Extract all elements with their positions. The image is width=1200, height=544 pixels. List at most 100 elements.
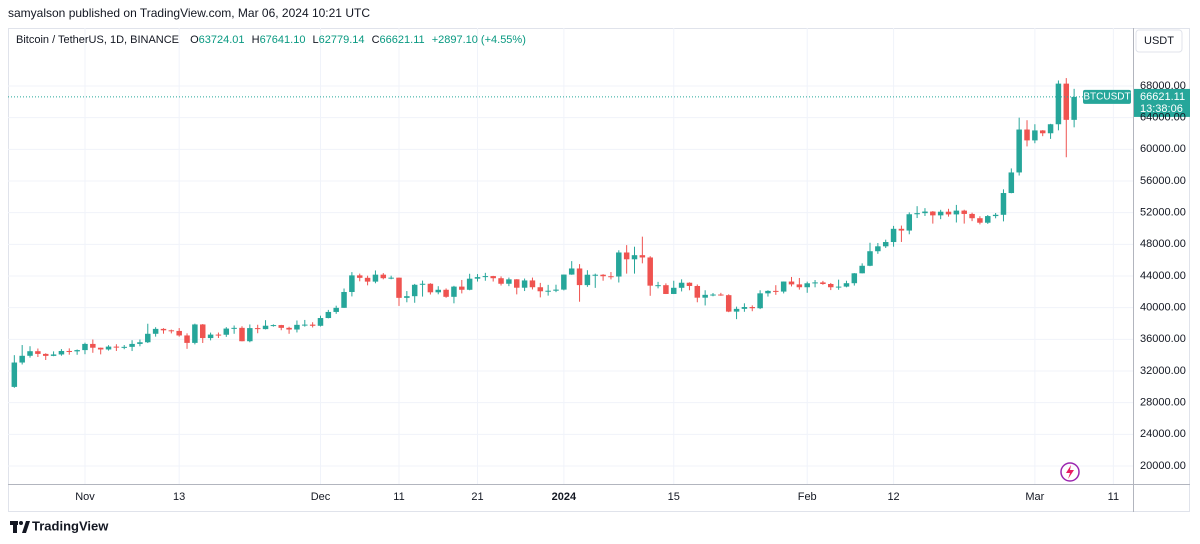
candle-body [749,307,756,309]
candle-body [875,246,881,252]
candle-body [576,268,583,286]
x-tick-label: 21 [471,491,483,503]
candle-body [600,274,606,277]
candle-body [828,283,834,288]
candle-body [859,265,865,274]
candle-body [262,325,269,330]
candle-body [1008,172,1015,194]
logo-part [19,521,23,525]
logo-part [13,521,17,533]
candle-body [435,289,441,293]
candle-body [380,274,387,279]
alert-bolt [1066,465,1074,479]
legend-h-label: H [252,34,260,46]
candle-body [922,211,928,214]
y-tick-label: 28000.00 [1140,397,1186,409]
candle-body [239,327,245,342]
candle-body [545,290,551,292]
legend-high: 67641.10 [260,34,306,46]
candle-body [341,291,347,308]
candle-body [58,350,65,355]
legend: Bitcoin / TetherUS, 1D, BINANCE O63724.0… [16,34,526,46]
candle-body [490,276,496,279]
candle-body [27,351,33,356]
candle-body [42,353,49,356]
candle-body [702,294,708,298]
candle-body [882,242,889,247]
candle-body [223,328,230,335]
candle-body [82,343,88,351]
price-tag-countdown: 13:38:06 [1140,103,1183,115]
y-tick-label: 32000.00 [1140,365,1186,377]
candle-body [647,257,653,286]
candle-body [914,213,920,215]
candle-body [356,275,363,278]
currency-label[interactable]: USDT [1144,35,1174,47]
candle-body [553,289,559,291]
candle-body [254,328,261,330]
candle-body [66,350,73,352]
candle-body [427,283,434,293]
candle-body [270,325,277,327]
candle-body [804,283,810,288]
x-tick-label: 11 [393,491,404,503]
candle-body [113,346,120,348]
candle-body [937,211,944,216]
y-tick-label: 24000.00 [1140,428,1186,440]
candle-body [90,343,96,348]
candle-body [1016,129,1022,173]
y-tick-label: 56000.00 [1140,175,1186,187]
candle-body [812,282,818,284]
candle-body [945,211,952,215]
alert-icon[interactable] [1060,462,1080,482]
candle-body [459,286,465,290]
grid [8,28,1133,484]
candle-body [231,327,237,329]
symbol-tag: BTCUSDT [1083,92,1130,103]
price-tag-value: 66621.11 [1140,91,1185,103]
candle-body [930,211,936,216]
candle-body [796,284,803,288]
candle-body [152,328,159,334]
candle-body [992,214,999,217]
candle-body [773,290,779,292]
candle-body [192,324,198,343]
candle-body [184,335,190,343]
candle-body [333,307,339,312]
y-tick-label: 60000.00 [1140,143,1186,155]
candle-body [215,334,222,336]
symbol-tag-bg [1083,89,1131,104]
x-tick-label: 11 [1108,491,1119,503]
x-tick-label: 12 [887,491,899,503]
candle-body [482,276,489,278]
candle-body [443,289,449,297]
candle-body [623,252,630,260]
candle-body [176,330,182,336]
x-tick-label: Dec [311,491,331,503]
candle-body [639,255,646,258]
legend-symbol: Bitcoin / TetherUS, 1D, BINANCE [16,34,179,46]
x-tick-label: 13 [173,491,185,503]
candle-body [529,280,536,288]
currency-button[interactable] [1135,29,1183,53]
candle-body [35,351,41,354]
candle-body [309,324,316,326]
candle-body [498,278,504,284]
candle-body [608,276,614,278]
candle-body [160,328,167,331]
candle-body [671,287,677,294]
candle-body [969,213,975,219]
candle-body [977,218,983,223]
candle-body [733,308,740,312]
x-tick-label: 2024 [552,491,577,503]
candle-body [19,355,25,363]
candle-body [592,274,598,276]
legend-low: 62779.14 [319,34,365,46]
x-tick-label: Nov [75,491,95,503]
candle-body [568,268,575,275]
candle-body [137,342,143,344]
candle-body [867,251,873,266]
candle-body [788,281,795,285]
candle-body [11,362,18,387]
